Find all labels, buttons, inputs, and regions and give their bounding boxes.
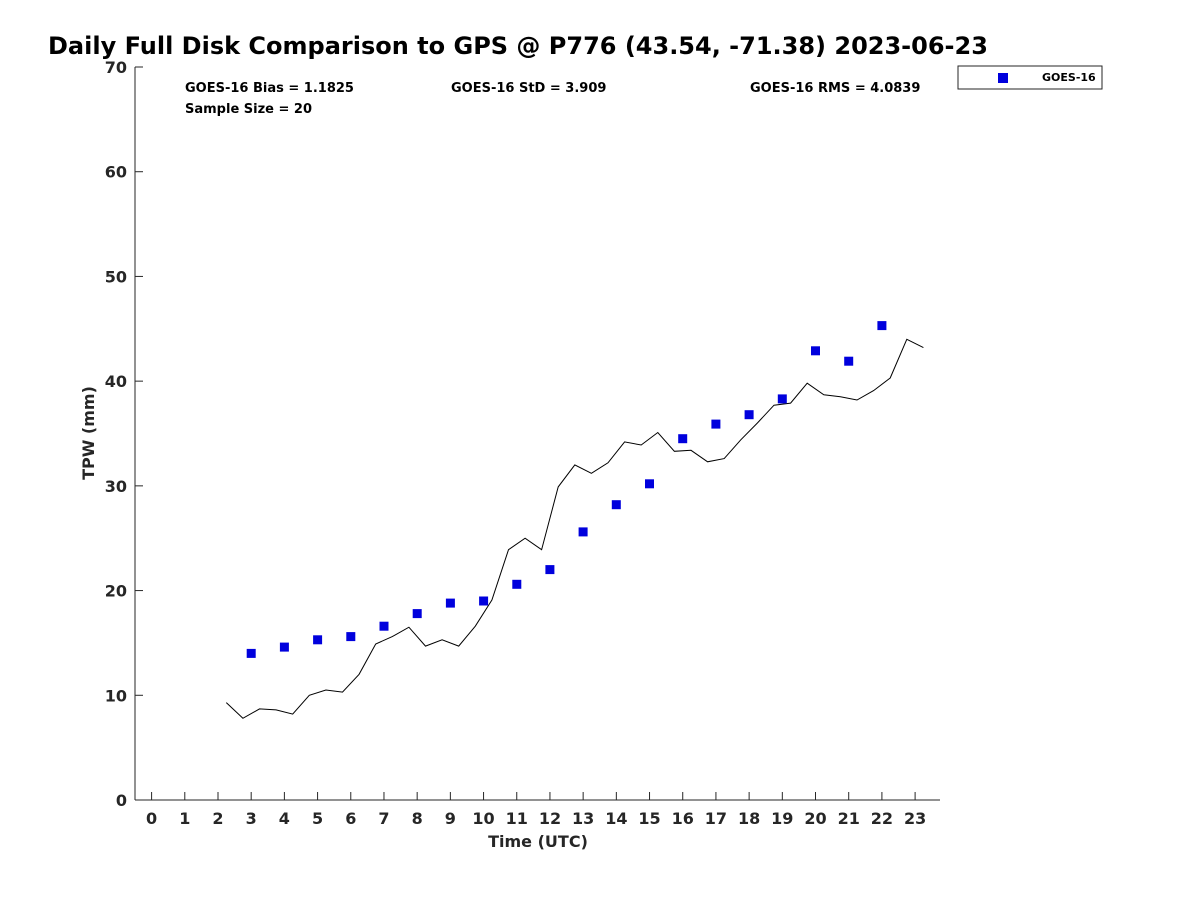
- x-tick-label: 0: [146, 809, 157, 828]
- x-tick-label: 19: [771, 809, 793, 828]
- y-tick-label: 30: [105, 477, 127, 496]
- x-tick-label: 1: [179, 809, 190, 828]
- x-tick-label: 10: [472, 809, 494, 828]
- goes16-point: [578, 527, 588, 537]
- goes16-point: [844, 356, 854, 366]
- x-tick-label: 9: [445, 809, 456, 828]
- x-tick-label: 13: [572, 809, 594, 828]
- bias-stat: GOES-16 Bias = 1.1825: [185, 81, 354, 96]
- x-tick-label: 12: [539, 809, 561, 828]
- goes16-point: [445, 598, 455, 608]
- legend: GOES-16: [957, 65, 1103, 90]
- y-tick-label: 40: [105, 372, 127, 391]
- x-axis-label: Time (UTC): [488, 832, 588, 851]
- y-tick-label: 50: [105, 267, 127, 286]
- goes16-point: [412, 609, 422, 619]
- y-axis-ticks: 0 10 20 30 40 50 60 70: [105, 58, 143, 810]
- goes16-point: [711, 419, 721, 429]
- x-tick-label: 22: [871, 809, 893, 828]
- goes16-point: [545, 565, 555, 575]
- y-tick-label: 70: [105, 58, 127, 77]
- x-tick-label: 21: [838, 809, 860, 828]
- x-tick-label: 5: [312, 809, 323, 828]
- x-tick-label: 3: [246, 809, 257, 828]
- goes16-point: [479, 596, 489, 606]
- x-axis-ticks: 0 1 2 3 4 5 6 7 8 9 10 11 12 13 14 15 16 17 18 19 20 21 22 23: [146, 792, 926, 828]
- x-tick-label: 2: [212, 809, 223, 828]
- gps-tpw-line: [225, 338, 924, 719]
- goes16-point: [811, 346, 820, 356]
- x-tick-label: 8: [412, 809, 423, 828]
- goes16-point: [246, 648, 256, 658]
- x-tick-label: 7: [378, 809, 389, 828]
- x-tick-label: 17: [705, 809, 727, 828]
- sample-size-stat: Sample Size = 20: [185, 102, 312, 117]
- chart-title: Daily Full Disk Comparison to GPS @ P776…: [48, 32, 988, 60]
- legend-label-goes16: GOES-16: [1042, 71, 1096, 84]
- goes16-point: [777, 394, 787, 404]
- goes16-point: [744, 410, 754, 420]
- x-tick-label: 16: [672, 809, 694, 828]
- goes16-point: [512, 579, 522, 589]
- goes16-point: [379, 621, 389, 631]
- x-tick-label: 18: [738, 809, 760, 828]
- goes16-point: [313, 635, 323, 645]
- y-tick-label: 20: [105, 582, 127, 601]
- x-tick-label: 23: [904, 809, 926, 828]
- goes16-point: [611, 500, 621, 510]
- x-tick-label: 20: [804, 809, 826, 828]
- x-tick-label: 14: [605, 809, 627, 828]
- goes16-point: [678, 434, 688, 444]
- std-stat: GOES-16 StD = 3.909: [451, 81, 606, 96]
- legend-marker-goes16: [998, 73, 1008, 83]
- goes16-point: [279, 642, 289, 652]
- y-axis-label: TPW (mm): [79, 386, 98, 480]
- legend-box: [957, 65, 1103, 90]
- goes16-point: [877, 321, 887, 331]
- goes16-point: [346, 632, 356, 642]
- y-tick-label: 10: [105, 686, 127, 705]
- x-tick-label: 4: [279, 809, 290, 828]
- x-tick-label: 11: [506, 809, 528, 828]
- rms-stat: GOES-16 RMS = 4.0839: [750, 81, 920, 96]
- series-layer: [225, 321, 924, 719]
- goes16-point: [645, 479, 654, 489]
- x-tick-label: 6: [345, 809, 356, 828]
- x-tick-label: 15: [638, 809, 660, 828]
- y-tick-label: 60: [105, 163, 127, 182]
- y-tick-label: 0: [116, 791, 127, 810]
